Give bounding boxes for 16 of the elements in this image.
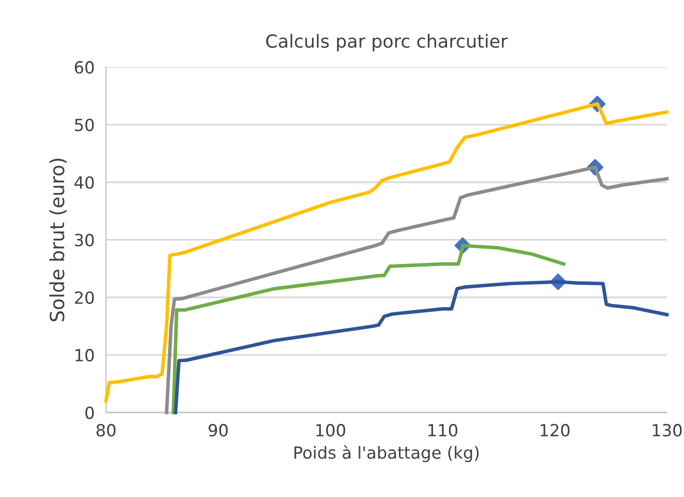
x-tick-label: 120: [540, 424, 570, 437]
chart-title: Calculs par porc charcutier: [266, 34, 508, 52]
y-tick-label: 20: [74, 291, 94, 304]
y-tick-label: 50: [74, 118, 94, 132]
y-tick-label: 60: [74, 61, 94, 74]
y-tick-label: 10: [76, 348, 94, 362]
y-tick-label: 40: [74, 176, 94, 189]
x-tick-label: 110: [428, 424, 458, 437]
x-tick-label: 90: [208, 424, 228, 437]
y-axis-title: Solde brut (euro): [49, 158, 67, 322]
x-tick-label: 100: [316, 424, 346, 437]
x-tick-label: 130: [652, 424, 682, 437]
y-tick-label: 30: [74, 234, 94, 246]
y-tick-label: 0: [85, 406, 94, 420]
x-tick-label: 80: [96, 424, 116, 437]
x-axis-title: Poids à l'abattage (kg): [294, 445, 479, 462]
